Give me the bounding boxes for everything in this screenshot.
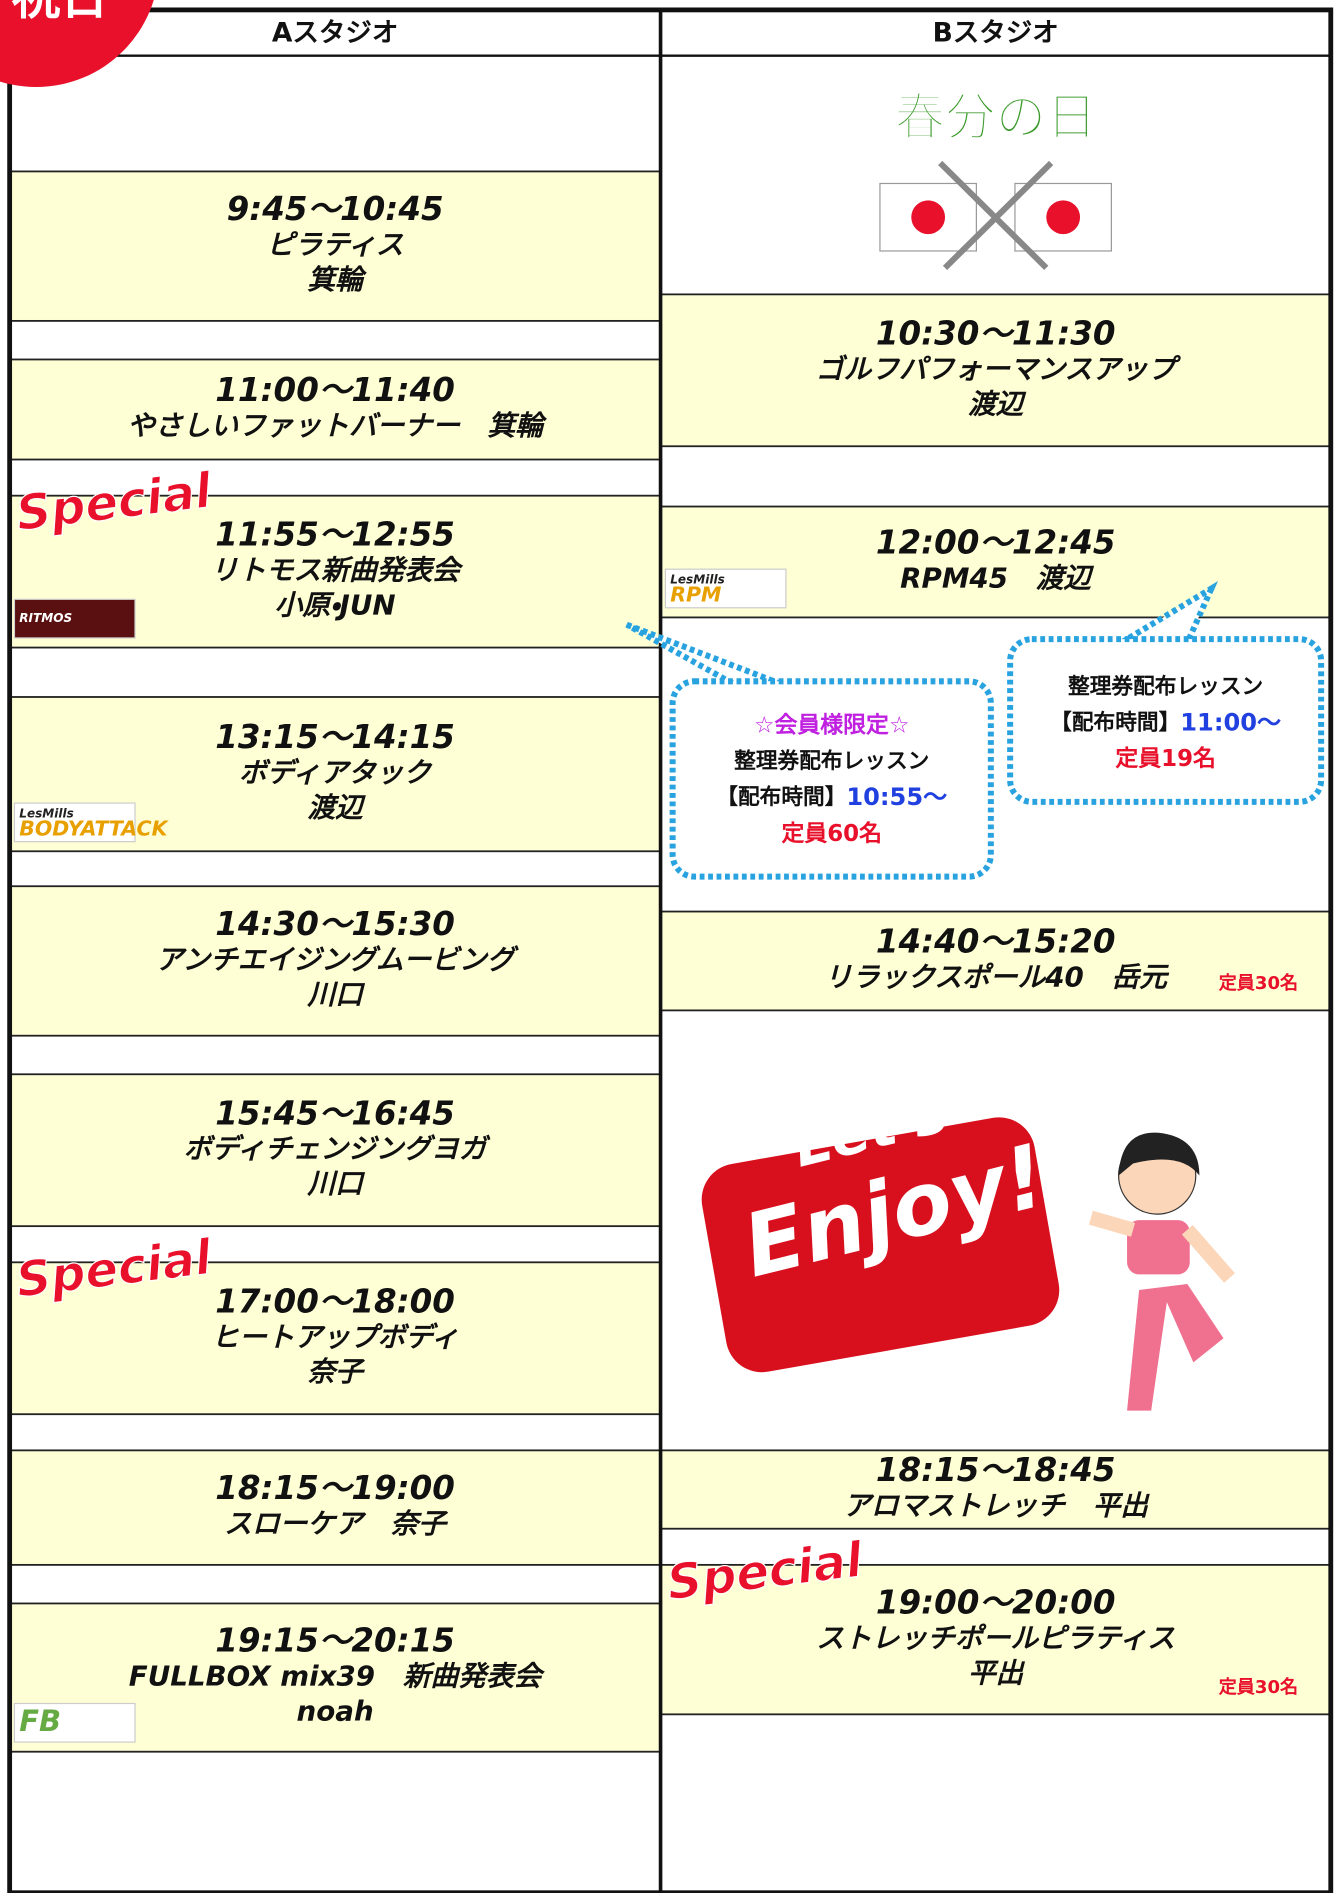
lesson-time: 14:40〜15:20 [876, 922, 1116, 960]
lesson-text: noah [296, 1695, 373, 1728]
lesson-time: 15:45〜16:45 [215, 1094, 455, 1132]
lesson-text: RPM45 渡辺 [900, 561, 1094, 594]
lesson-cell [659, 1449, 1332, 1530]
lesson-text: やさしいファットバーナー 箕輪 [127, 409, 547, 442]
notice-capacity: 定員60名 [781, 820, 882, 847]
logo-text: LesMills [19, 806, 74, 820]
lesson-text: ボディチェンジングヨガ [184, 1132, 491, 1165]
lesson-cell [8, 885, 662, 1037]
lesson-cell [659, 1563, 1332, 1716]
lesson-text: 渡辺 [307, 791, 366, 824]
lesson-text: ピラティス [267, 228, 404, 261]
runner-hair [1118, 1132, 1200, 1176]
logo-box [13, 1702, 136, 1743]
lesson-cell [8, 1073, 662, 1228]
lesson-time: 14:30〜15:30 [215, 905, 455, 943]
lesson-time: 19:00〜20:00 [876, 1584, 1116, 1622]
lesson-text: 小原・JUN [275, 589, 396, 622]
flag-sun [911, 200, 946, 235]
notice-label: 【配布時間】 [1050, 710, 1180, 736]
capacity-note: 定員30名 [1219, 1676, 1298, 1698]
callout-tail [1110, 581, 1219, 646]
callout [1007, 636, 1325, 805]
column-header: Aスタジオ [272, 18, 399, 49]
lesson-text: スローケア 奈子 [224, 1507, 448, 1540]
badge-text: 祝日 [11, 0, 108, 25]
notice-time-line: 【配布時間】10:55〜 [716, 783, 947, 811]
lesson-cell [659, 910, 1332, 1012]
runner-top [1127, 1220, 1190, 1275]
logo-text: RITMOS [19, 611, 72, 625]
logo-box [664, 568, 787, 609]
lesson-time: 19:15〜20:15 [215, 1622, 455, 1660]
flag-pole [938, 160, 1049, 270]
logo-box [13, 598, 136, 639]
lesson-text: リラックスポール40 岳元 [824, 960, 1170, 993]
notice-time: 10:55〜 [846, 783, 947, 811]
notice-title: 整理券配布レッスン [1068, 673, 1263, 699]
notice-capacity: 定員19名 [1115, 745, 1216, 772]
lesson-time: 13:15〜14:15 [215, 718, 455, 756]
lesson-cell [8, 358, 662, 461]
lesson-text: アロマストレッチ 平出 [843, 1489, 1150, 1522]
lesson-text: ボディアタック [239, 756, 433, 789]
lesson-text: FULLBOX mix39 新曲発表会 [129, 1660, 546, 1693]
notice-heading: ☆会員様限定☆ [754, 711, 910, 738]
flag-sun [1046, 200, 1081, 235]
lesson-text: 渡辺 [968, 387, 1027, 420]
lesson-cell [659, 293, 1332, 448]
enjoy-plate [701, 1117, 1060, 1373]
logo-text: RPM [670, 583, 721, 607]
lesson-cell [8, 1261, 662, 1416]
lesson-time: 11:00〜11:40 [215, 371, 455, 409]
lesson-text: ゴルフパフォーマンスアップ [816, 352, 1182, 385]
logo-box [13, 802, 136, 843]
capacity-note: 定員30名 [1219, 972, 1298, 994]
lesson-time: 9:45〜10:45 [227, 190, 444, 228]
lesson-time: 17:00〜18:00 [215, 1282, 455, 1320]
holiday-art: 春分の日 [894, 87, 1096, 146]
lesson-time: 12:00〜12:45 [876, 523, 1116, 561]
logo-text: FB [19, 1704, 61, 1738]
lesson-text: 平出 [968, 1657, 1026, 1690]
notice-label: 【配布時間】 [716, 784, 846, 810]
lesson-text: ストレッチポールピラティス [816, 1622, 1175, 1655]
lesson-cell [8, 170, 662, 322]
lesson-time: 11:55〜12:55 [215, 516, 455, 554]
callout-tail [625, 621, 785, 688]
runner-arm [1181, 1225, 1235, 1283]
column-header: Bスタジオ [933, 18, 1059, 49]
flag-pole [942, 160, 1054, 270]
lesson-text: リトモス新曲発表会 [210, 554, 464, 587]
lesson-text: 川口 [306, 978, 365, 1011]
runner-legs [1127, 1284, 1224, 1411]
runner-arm [1088, 1210, 1136, 1237]
lesson-time: 18:15〜18:45 [876, 1451, 1116, 1489]
notice-title: 整理券配布レッスン [734, 748, 929, 774]
logo-text: LesMills [670, 573, 725, 587]
lesson-time: 10:30〜11:30 [876, 314, 1116, 352]
logo-text: BODYATTACK [19, 817, 169, 841]
lesson-text: アンチエイジングムービング [156, 943, 519, 976]
lesson-text: 箕輪 [307, 263, 367, 296]
lesson-cell [8, 1449, 662, 1566]
notice-time: 11:00〜 [1180, 709, 1281, 737]
holiday-badge [0, 0, 154, 88]
lesson-time: 18:15〜19:00 [215, 1469, 455, 1507]
lesson-text: 川口 [306, 1167, 365, 1200]
notice-time-line: 【配布時間】11:00〜 [1050, 709, 1281, 737]
lesson-text: ヒートアップボディ [211, 1320, 459, 1353]
callout [669, 678, 994, 880]
lesson-text: 奈子 [307, 1355, 365, 1388]
